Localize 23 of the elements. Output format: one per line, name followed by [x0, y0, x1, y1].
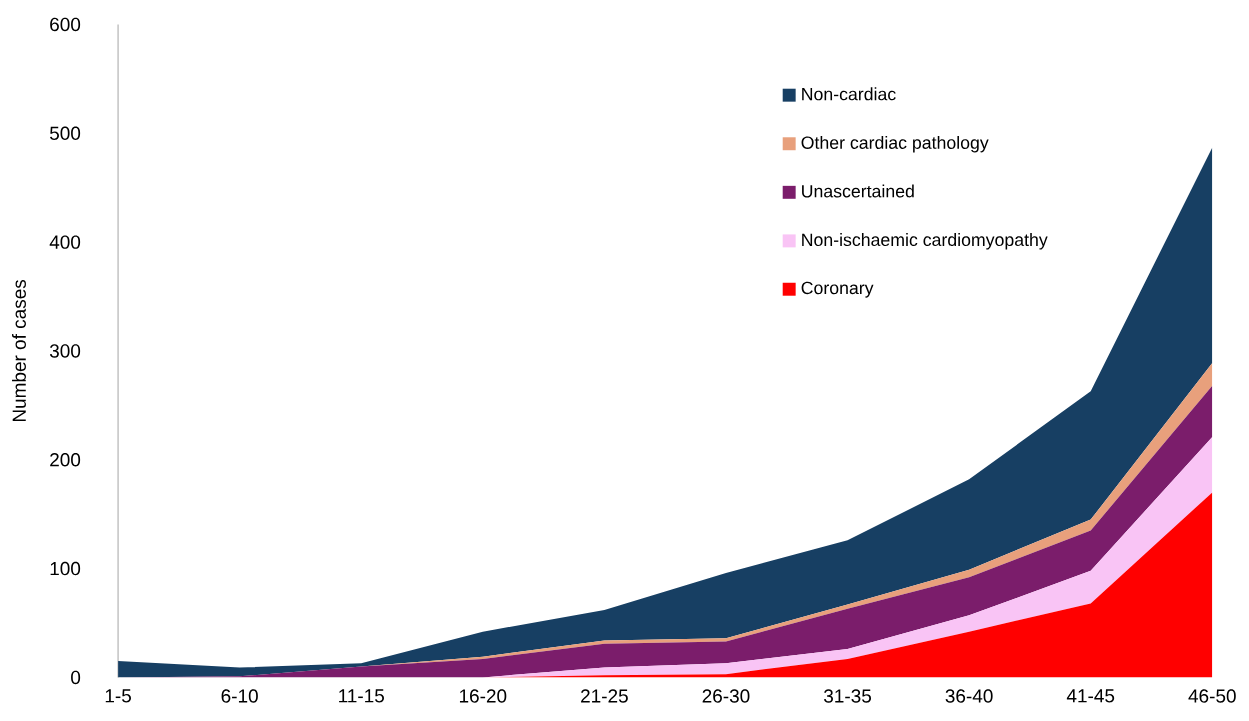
y-tick-label: 100	[50, 561, 81, 576]
legend-label: Coronary	[801, 281, 874, 298]
x-tick-label: 11-15	[339, 689, 384, 703]
legend-label: Other cardiac pathology	[801, 135, 989, 153]
y-tick-label: 400	[49, 235, 81, 249]
y-axis-title: Number of cases	[12, 279, 26, 421]
x-tick-label: 1-5	[105, 689, 131, 703]
legend-label: Non-cardiac	[802, 87, 896, 101]
y-tick-label: 300	[49, 344, 81, 358]
y-tick-label: 200	[50, 452, 81, 467]
x-tick-label: 21-25	[581, 689, 628, 703]
x-tick-label: 6-10	[221, 689, 258, 703]
x-tick-label: 46-50	[1188, 689, 1236, 703]
y-tick-label: 500	[49, 126, 81, 140]
x-tick-label: 16-20	[459, 689, 507, 703]
x-tick-label: 31-35	[823, 689, 872, 703]
x-tick-label: 36-40	[945, 689, 993, 703]
y-tick-label: 600	[50, 17, 81, 32]
x-tick-label: 26-30	[702, 689, 750, 703]
legend-label: Non-ischaemic cardiomyopathy	[802, 232, 1048, 250]
y-tick-label: 0	[71, 670, 81, 684]
legend-label: Unascertained	[802, 184, 914, 198]
x-tick-label: 41-45	[1066, 689, 1115, 703]
